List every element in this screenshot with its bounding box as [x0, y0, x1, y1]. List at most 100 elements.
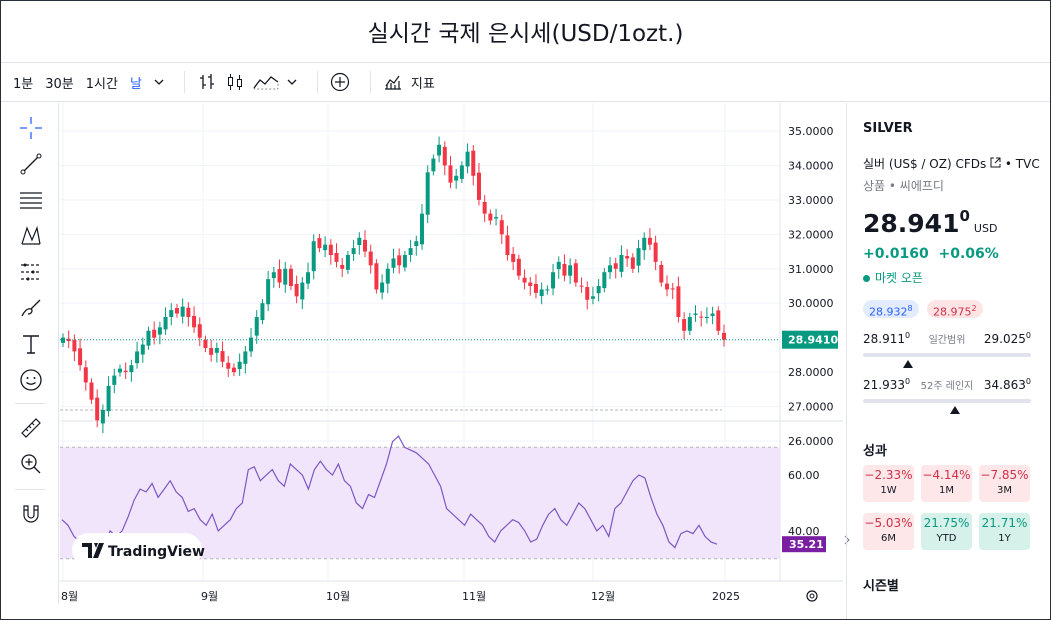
candle-body	[106, 385, 111, 412]
toolbar-divider	[316, 71, 318, 93]
candle-body	[345, 255, 350, 270]
interval-1m[interactable]: 1분	[13, 76, 34, 92]
emoji-icon[interactable]	[18, 367, 44, 393]
candle-body	[100, 410, 105, 424]
candle-body	[323, 244, 328, 251]
candle-body	[539, 289, 544, 296]
candle-body	[704, 317, 709, 319]
candle-body	[283, 268, 288, 285]
candle-body	[545, 289, 550, 291]
candle-body	[716, 310, 721, 331]
day-high-fraction: 0	[1025, 331, 1031, 340]
brush-icon[interactable]	[18, 295, 44, 321]
seasonals-title: 시즌별	[863, 579, 899, 594]
gear-icon[interactable]	[806, 590, 818, 602]
day-low-main: 28.911	[863, 332, 905, 346]
market-status-text: 마켓 오픈	[875, 271, 923, 285]
interval-1d[interactable]: 날	[129, 76, 142, 92]
indicators-button[interactable]: 지표	[410, 76, 435, 92]
candle-body	[425, 172, 430, 215]
52w-range-bar	[863, 399, 1031, 403]
indicators-icon[interactable]	[383, 72, 403, 92]
candle-body	[95, 397, 100, 421]
add-plus-icon[interactable]	[330, 72, 350, 92]
bid-fraction: 8	[907, 304, 913, 313]
candle-body	[590, 296, 595, 299]
day-low-fraction: 0	[905, 331, 911, 340]
perf-6m[interactable]: −5.03% 6M	[863, 513, 914, 550]
candle-body	[374, 263, 379, 290]
candle-body	[334, 252, 339, 262]
candle-body	[710, 313, 715, 316]
ruler-icon[interactable]	[18, 415, 44, 441]
chevron-down-icon[interactable]	[154, 77, 164, 87]
rsi-tick-label: 40.00	[788, 525, 820, 538]
bar-chart-type-icon[interactable]	[197, 72, 217, 92]
candle-body	[722, 332, 726, 340]
currency: USD	[973, 222, 998, 235]
area-chart-type-icon[interactable]	[253, 72, 279, 92]
zoom-in-icon[interactable]	[18, 451, 44, 477]
text-icon[interactable]	[18, 331, 44, 357]
candle-body	[61, 337, 65, 343]
crosshair-icon[interactable]	[18, 115, 44, 141]
candle-body	[585, 287, 590, 300]
tools-divider	[15, 489, 45, 490]
candle-body	[340, 264, 345, 269]
price-tick-label: 30.0000	[788, 297, 834, 310]
candle-body	[642, 237, 647, 251]
candle-body	[699, 316, 704, 318]
day-range-bar	[863, 353, 1031, 357]
change-percent: +0.06%	[938, 246, 999, 262]
price-tick-label: 28.0000	[788, 366, 834, 379]
candle-body	[271, 272, 276, 279]
candle-body	[402, 255, 407, 268]
candle-body	[72, 340, 77, 352]
interval-30m[interactable]: 30분	[45, 76, 74, 92]
fib-retracement-icon[interactable]	[18, 187, 44, 213]
candle-body	[231, 367, 236, 373]
performance-title: 성과	[863, 444, 887, 459]
ask-fraction: 2	[971, 304, 977, 313]
price-chart[interactable]: 35.0000 34.0000 33.0000 32.0000 31.0000 30.00…	[60, 103, 843, 611]
candle-body	[442, 146, 447, 166]
perf-value: −5.03%	[864, 516, 913, 530]
candle-body	[465, 151, 470, 167]
perf-3m[interactable]: −7.85% 3M	[979, 465, 1030, 502]
perf-1y[interactable]: 21.71% 1Y	[979, 513, 1030, 550]
candle-body	[266, 279, 271, 305]
trend-line-icon[interactable]	[18, 151, 44, 177]
drawing-tools-sidebar	[1, 103, 59, 603]
candle-body	[117, 368, 122, 373]
perf-value: 21.75%	[923, 516, 970, 530]
price-tick-label: 32.0000	[788, 228, 834, 241]
prediction-icon[interactable]	[18, 259, 44, 285]
perf-ytd[interactable]: 21.75% YTD	[921, 513, 972, 550]
candle-body	[619, 255, 624, 272]
candle-body	[328, 244, 333, 255]
candle-body	[294, 283, 299, 297]
chevron-down-icon[interactable]	[287, 77, 297, 87]
perf-1w[interactable]: −2.33% 1W	[863, 465, 914, 502]
candle-body	[203, 339, 208, 348]
external-link-icon[interactable]	[990, 157, 1001, 171]
logo-text: TradingView	[108, 544, 205, 560]
pattern-icon[interactable]	[18, 223, 44, 249]
candle-body	[357, 237, 362, 246]
magnet-icon[interactable]	[18, 501, 44, 527]
symbol-type: 상품 • 씨에프디	[863, 179, 944, 193]
candle-body	[676, 286, 681, 317]
candle-body	[237, 361, 242, 370]
interval-1h[interactable]: 1시간	[85, 76, 118, 92]
candle-body	[300, 282, 305, 300]
logo-background	[72, 533, 202, 567]
candle-body	[630, 257, 635, 269]
candle-body	[135, 351, 140, 364]
candle-body	[385, 268, 390, 284]
candle-body	[419, 213, 424, 245]
candle-body	[209, 348, 214, 355]
perf-1m[interactable]: −4.14% 1M	[921, 465, 972, 502]
candle-body	[152, 329, 157, 338]
candlestick-type-icon[interactable]	[225, 72, 245, 92]
time-axis-label: 9월	[201, 590, 218, 603]
